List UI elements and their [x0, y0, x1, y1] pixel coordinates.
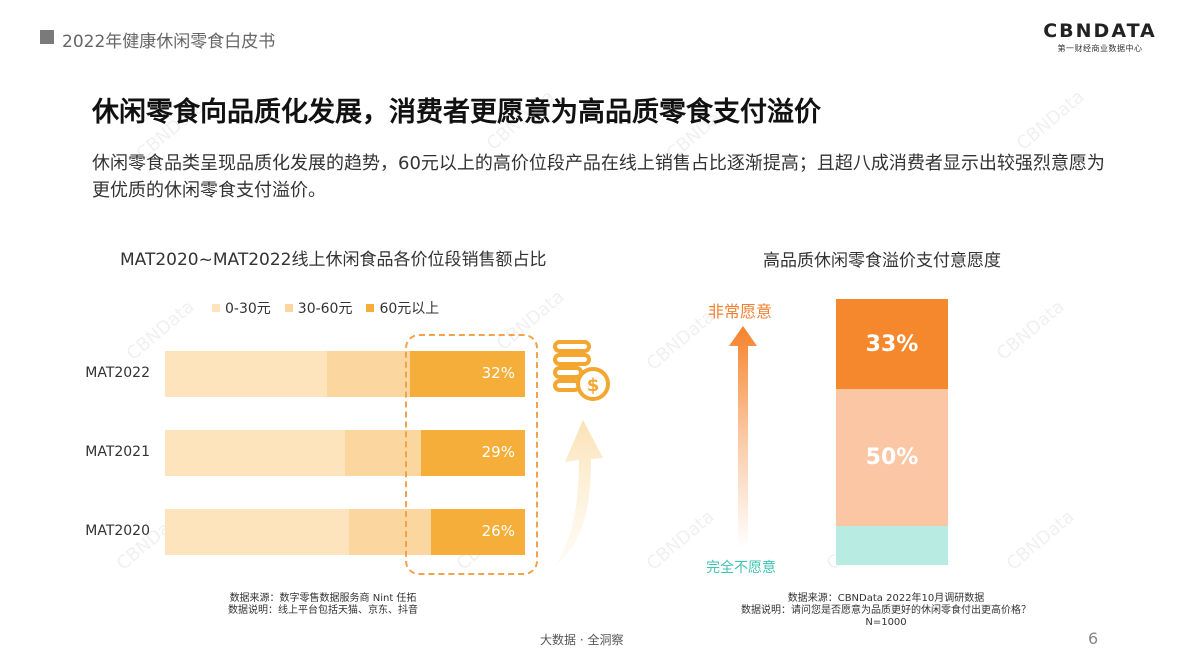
stack-segment: 33% [836, 299, 948, 390]
bar-segment [348, 509, 432, 555]
data-label: 32% [481, 364, 515, 382]
right-chart-title: 高品质休闲零食溢价支付意愿度 [763, 251, 1001, 271]
scale-bottom-label: 完全不愿意 [706, 560, 776, 576]
stack-segment [836, 526, 948, 565]
sample-size: N=1000 [865, 617, 907, 628]
willingness-scale-arrow-icon [729, 326, 757, 548]
header-square-icon [40, 30, 54, 44]
source-line: 数据来源：数字零售数据服务商 Nint 任拓 [229, 593, 417, 604]
stacked-bar-row: 32% [165, 351, 525, 397]
legend-label: 30-60元 [297, 301, 353, 317]
data-label: 29% [481, 443, 515, 461]
bar-segment [327, 351, 410, 397]
scale-top-label: 非常愿意 [708, 302, 773, 321]
bar-segment [345, 430, 421, 476]
legend-swatch [284, 304, 293, 312]
report-title: 2022年健康休闲零食白皮书 [62, 32, 276, 52]
left-chart-title: MAT2020~MAT2022线上休闲食品各价位段销售额占比 [120, 250, 547, 270]
category-label: MAT2021 [85, 444, 150, 460]
bar-segment: 26% [431, 509, 525, 555]
legend-swatch [212, 304, 220, 312]
logo-sub-text: 第一财经商业数据中心 [1057, 44, 1143, 53]
highlight-dashed-box [405, 334, 538, 575]
page-number: 6 [1088, 629, 1099, 648]
data-label: 33% [865, 331, 919, 357]
legend-label: 60元以上 [379, 301, 440, 317]
bar-segment [165, 351, 327, 397]
left-chart-source: 数据来源：数字零售数据服务商 Nint 任拓 数据说明：线上平台包括天猫、京东、… [228, 593, 418, 617]
source-line: 数据来源：CBNData 2022年10月调研数据 [787, 593, 985, 604]
legend-item: 60元以上 [366, 298, 439, 318]
willingness-stacked-bar: 33% 50% [836, 299, 948, 573]
bar-segment [165, 430, 345, 476]
watermark: CBNData [1012, 86, 1089, 155]
coins-icon: $ [553, 340, 610, 401]
category-label: MAT2020 [85, 523, 150, 539]
bar-segment: 29% [420, 430, 525, 476]
stacked-bar-row: 26% [165, 509, 525, 555]
watermark: CBNData [992, 296, 1069, 365]
bar-segment [165, 509, 349, 555]
left-chart-legend: 0-30元 30-60元 60元以上 [212, 298, 439, 318]
data-label: 26% [481, 522, 515, 540]
footer-slogan: 大数据 · 全洞察 [540, 633, 624, 647]
growth-arrow-icon [555, 420, 603, 566]
bar-segment: 32% [409, 351, 525, 397]
right-chart-source: 数据来源：CBNData 2022年10月调研数据 数据说明：请问您是否愿意为品… [716, 593, 1056, 629]
legend-swatch [366, 304, 375, 312]
page-description: 休闲零食品类呈现品质化发展的趋势，60元以上的高价位段产品在线上销售占比逐渐提高… [92, 153, 1105, 201]
watermark: CBNData [1002, 506, 1079, 575]
legend-item: 30-60元 [284, 298, 353, 318]
cbndata-logo: CBNDATA 第一财经商业数据中心 [1040, 20, 1160, 54]
stacked-bar-row: 29% [165, 430, 525, 476]
svg-text:$: $ [587, 375, 600, 396]
legend-item: 0-30元 [212, 298, 271, 318]
note-line: 数据说明：线上平台包括天猫、京东、抖音 [228, 605, 418, 616]
page-headline: 休闲零食向品质化发展，消费者更愿意为高品质零食支付溢价 [92, 97, 821, 128]
note-line: 数据说明：请问您是否愿意为品质更好的休闲零食付出更高价格？ [741, 605, 1031, 616]
legend-label: 0-30元 [225, 301, 271, 317]
stack-segment: 50% [836, 389, 948, 527]
logo-main-text: CBNDATA [1043, 20, 1157, 42]
category-label: MAT2022 [85, 365, 150, 381]
data-label: 50% [865, 445, 919, 471]
